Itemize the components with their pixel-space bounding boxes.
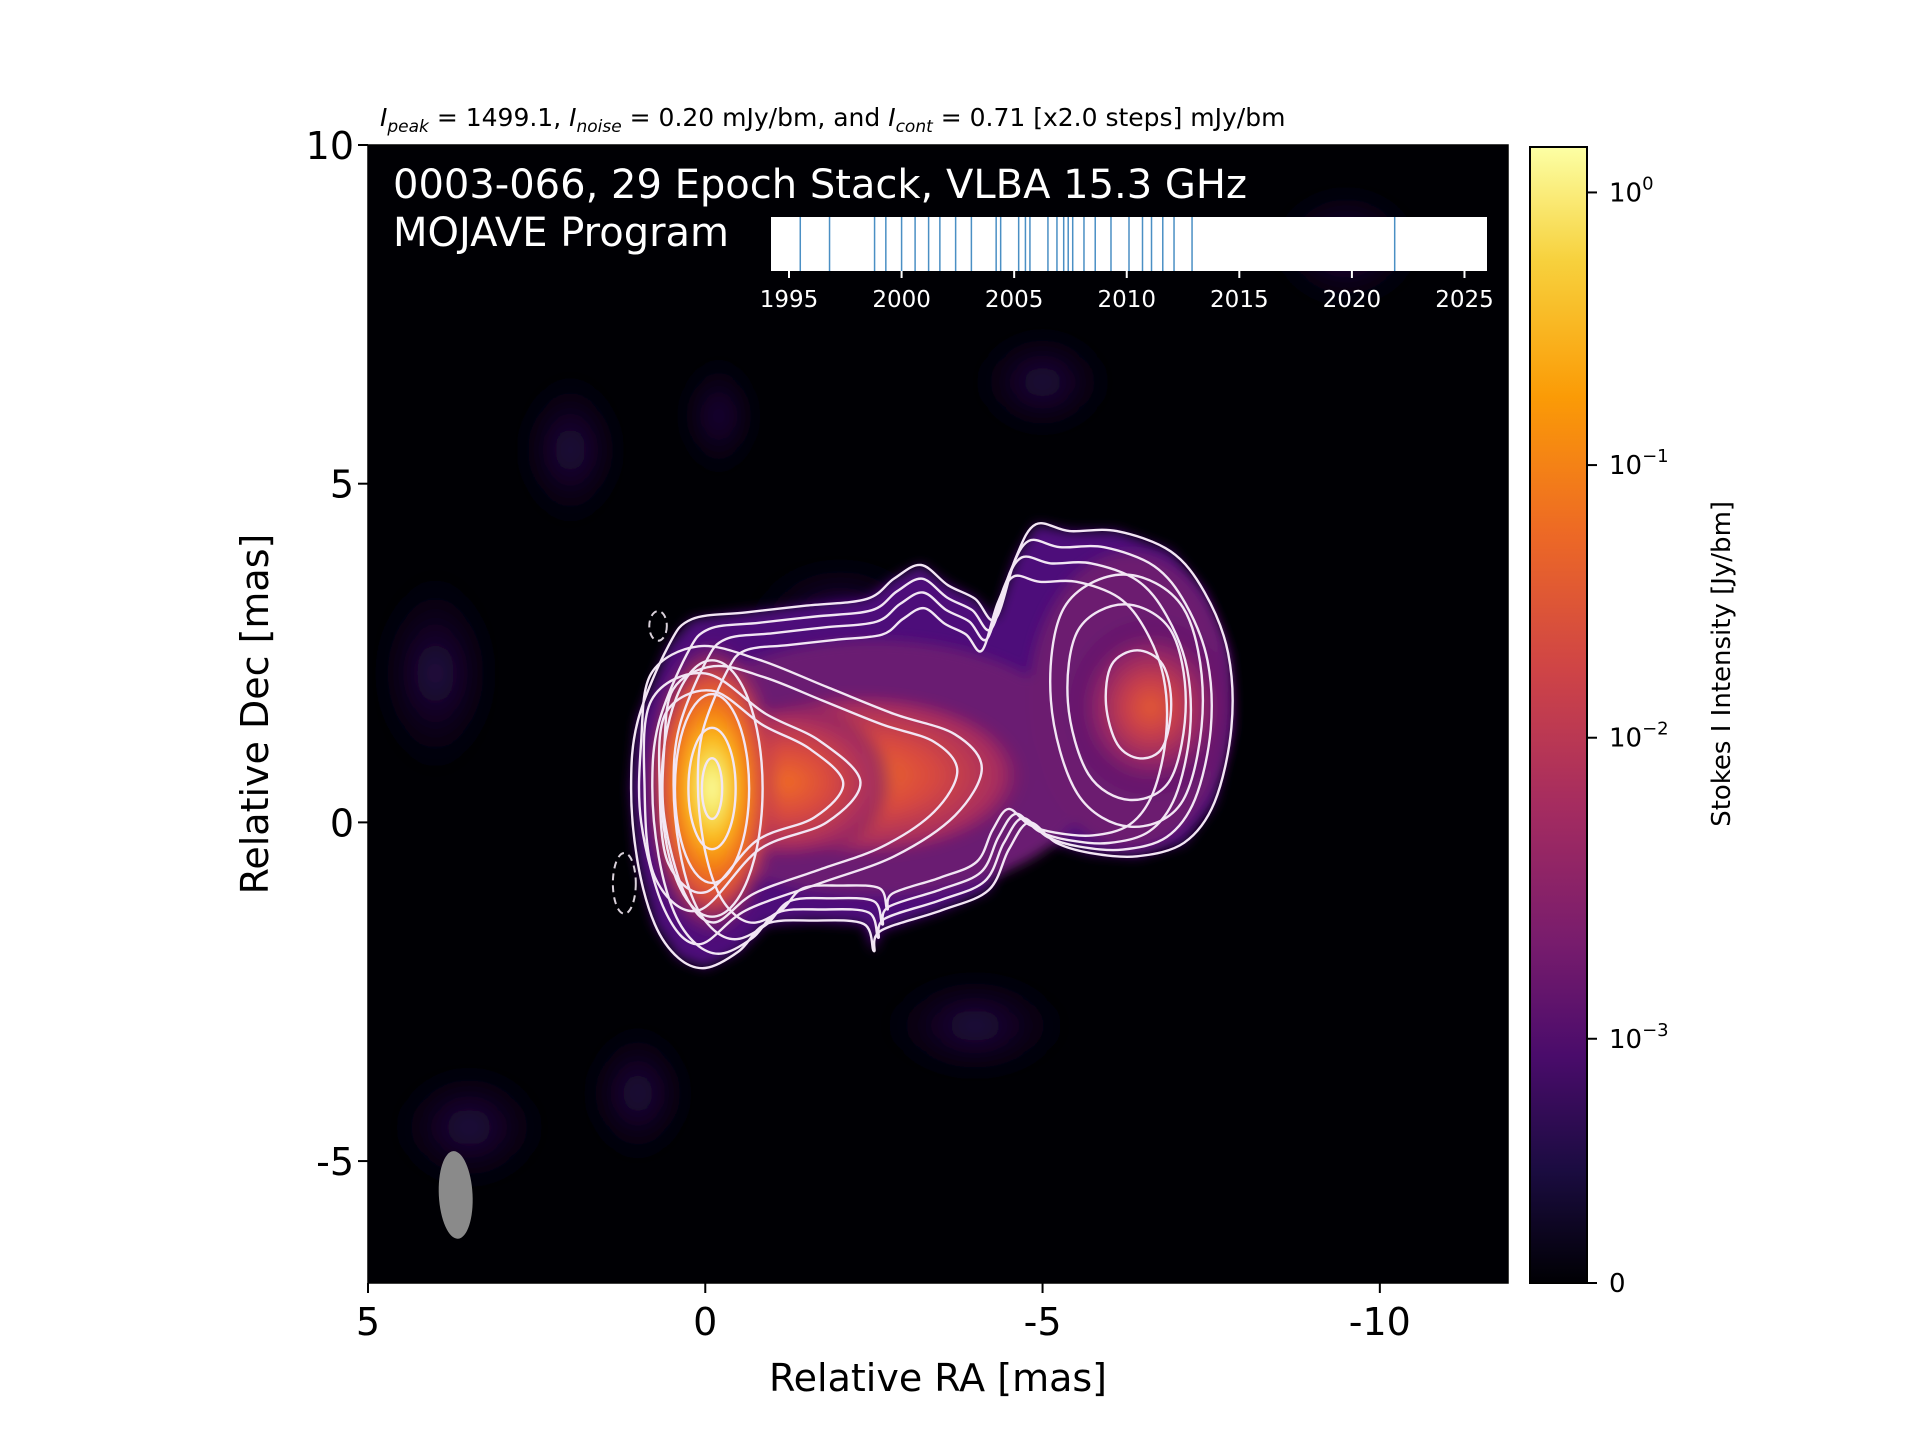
image-title-line1: 0003-066, 29 Epoch Stack, VLBA 15.3 GHz: [393, 162, 1247, 208]
y-tick-label: 0: [330, 801, 354, 845]
contour-core-3: [700, 756, 724, 821]
contour-knot-0: [1049, 573, 1205, 828]
x-tick-label: -5: [1024, 1300, 1062, 1344]
y-tick-label: 10: [306, 124, 354, 168]
faint-emission-patch: [865, 965, 1086, 1086]
i-noise-subscript: noise: [576, 117, 621, 137]
i-peak-value: = 1499.1,: [429, 103, 569, 132]
contour-core-0: [660, 659, 764, 918]
outer-knot-glow: [1066, 616, 1235, 799]
i-cont-value: = 0.71 [x2.0 steps] mJy/bm: [933, 103, 1286, 132]
epoch-tick-label: 2000: [872, 287, 931, 313]
epoch-tick-label: 2015: [1210, 287, 1269, 313]
epoch-tick-label: 1995: [760, 287, 819, 313]
faint-emission-patch: [368, 553, 506, 794]
contour-level-1: [651, 538, 1213, 955]
intensity-map: 5 0 -5 -10 10 5 0 -5: [306, 124, 1509, 1344]
x-axis-ticks: 5 0 -5 -10: [356, 1283, 1411, 1344]
y-axis-ticks: 10 5 0 -5: [306, 124, 368, 1184]
faint-emission-patch: [577, 1013, 698, 1174]
faint-emission-patch: [510, 359, 631, 540]
x-axis-label: Relative RA [mas]: [769, 1356, 1107, 1400]
negative-contours: [611, 610, 668, 915]
contour-level-0: [629, 522, 1234, 970]
colorbar-gradient: [1529, 146, 1588, 1284]
epoch-tick-label: 2005: [985, 287, 1044, 313]
colorbar-tick-label: 10−1: [1609, 446, 1669, 481]
y-tick-label: -5: [316, 1140, 354, 1184]
negative-contour: [648, 610, 668, 642]
contour-knot-2: [1104, 649, 1173, 760]
contour-level-2: [672, 555, 1193, 941]
epoch-tick-label: 2020: [1323, 287, 1382, 313]
contour-level-3: [696, 574, 1169, 924]
epoch-tick-label: 2010: [1097, 287, 1156, 313]
restoring-beam: [438, 1151, 473, 1239]
x-tick-label: 0: [693, 1300, 717, 1344]
stats-header: Ipeak = 1499.1, Inoise = 0.20 mJy/bm, an…: [380, 103, 1285, 137]
colorbar-tick-label: 10−2: [1609, 719, 1669, 754]
colorbar-tick-label: 100: [1609, 173, 1654, 208]
colorbar-tick-label: 0: [1609, 1269, 1626, 1299]
faint-emission: [368, 176, 1437, 1198]
colorbar-tick-label: 10−3: [1609, 1020, 1669, 1055]
colorbar-label: Stokes I Intensity [Jy/bm]: [1707, 501, 1737, 827]
i-noise-symbol: I: [569, 103, 576, 132]
x-tick-label: 5: [356, 1300, 380, 1344]
contour-set: [629, 522, 1234, 970]
contour-core-1: [673, 692, 751, 885]
epoch-timeline-ticks: 1995 2000 2005 2010 2015 2020 2025: [760, 271, 1494, 313]
contour-level-4: [637, 644, 984, 946]
negative-contour: [611, 851, 637, 915]
x-tick-label: -10: [1349, 1300, 1411, 1344]
faint-emission-patch: [962, 322, 1123, 443]
faint-emission-patch: [678, 345, 759, 486]
colorbar: 100 10−1 10−2 10−3 0 Stokes I Intensity [Jy/…: [1529, 146, 1737, 1299]
i-peak-symbol: I: [380, 103, 387, 132]
y-tick-label: 5: [330, 463, 354, 507]
i-cont-symbol: I: [888, 103, 895, 132]
epoch-markers: [799, 217, 1396, 271]
contour-level-5: [661, 664, 959, 924]
image-title-line2: MOJAVE Program: [393, 210, 729, 256]
i-peak-subscript: peak: [386, 117, 430, 137]
faint-emission-patch: [379, 1057, 560, 1198]
contour-core-2: [687, 726, 737, 851]
contour-knot-1: [1066, 603, 1188, 802]
colorbar-ticks: 100 10−1 10−2 10−3 0: [1587, 173, 1669, 1299]
epoch-tick-label: 2025: [1435, 287, 1494, 313]
contour-level-7: [657, 689, 845, 894]
y-axis-label: Relative Dec [mas]: [233, 534, 277, 895]
map-frame: [367, 144, 1509, 1284]
epoch-timeline: 1995 2000 2005 2010 2015 2020 2025: [760, 217, 1494, 313]
i-cont-subscript: cont: [896, 117, 935, 137]
i-noise-value: = 0.20 mJy/bm, and: [622, 103, 889, 132]
